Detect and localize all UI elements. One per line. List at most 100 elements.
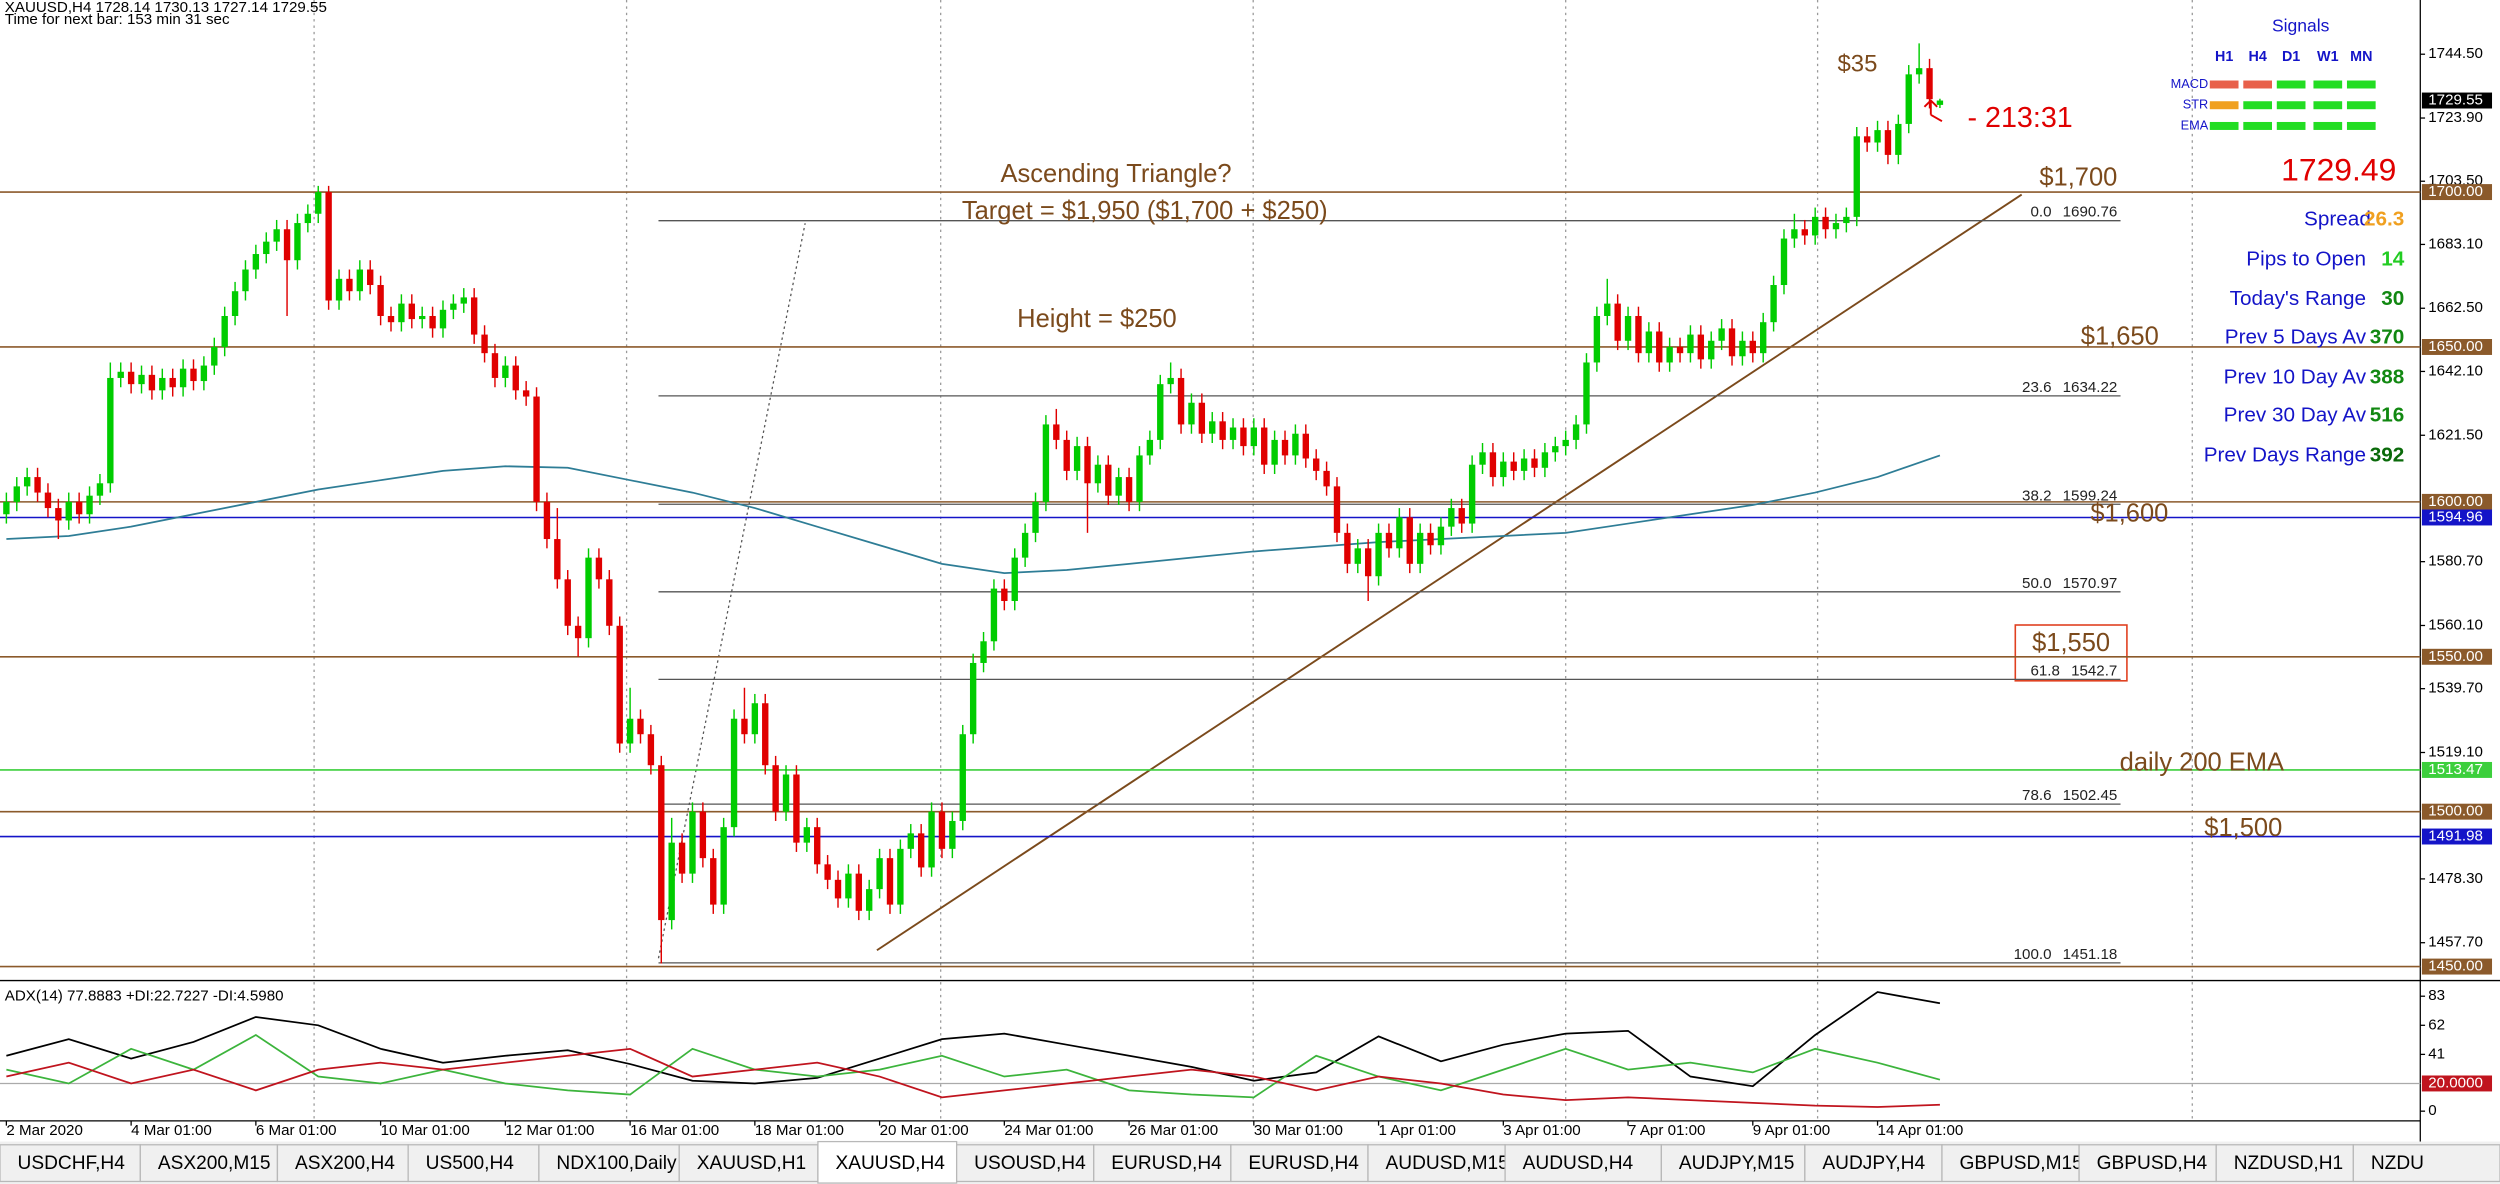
level-tag-label: 1550.00 — [2428, 648, 2483, 665]
candle-body — [107, 377, 114, 484]
tab[interactable] — [276, 1144, 409, 1183]
info-label: Prev Days Range — [2204, 443, 2366, 466]
x-tick-label: 3 Apr 01:00 — [1503, 1122, 1580, 1139]
candle-body — [1780, 238, 1788, 286]
fib-label: 78.6 1502.45 — [2022, 787, 2117, 804]
fib-price: 1690.76 — [2063, 204, 2118, 221]
candle-body — [1635, 315, 1642, 354]
candle-body — [1676, 346, 1684, 354]
x-tick-label: 18 Mar 01:00 — [755, 1122, 844, 1139]
ema-line — [6, 454, 1941, 575]
candle-body — [990, 588, 998, 642]
fib-price: 1634.22 — [2063, 379, 2118, 396]
candle-body — [938, 811, 946, 849]
candle-body — [1177, 377, 1185, 425]
candle-body — [1448, 508, 1455, 527]
tab-label[interactable]: AUDUSD,H4 — [1523, 1153, 1634, 1174]
candle-body — [117, 371, 124, 378]
annotation: $1,550 — [2032, 629, 2110, 657]
tab[interactable] — [2352, 1144, 2500, 1183]
tab[interactable] — [955, 1144, 1095, 1183]
candle-body — [585, 557, 592, 639]
level-tag — [2421, 509, 2493, 526]
period-separators — [313, 0, 2193, 1121]
tab-label[interactable]: ASX200,H4 — [295, 1153, 395, 1174]
tab-label[interactable]: NDX100,Daily — [556, 1153, 677, 1174]
tab[interactable] — [2078, 1144, 2217, 1183]
tab-label[interactable]: GBPUSD,H4 — [2097, 1153, 2208, 1174]
tab-label[interactable]: US500,H4 — [426, 1153, 515, 1174]
tab-label[interactable]: XAUUSD,H1 — [697, 1153, 806, 1174]
candle-body — [1739, 340, 1746, 357]
tab[interactable] — [139, 1144, 279, 1183]
candle-body — [200, 365, 208, 382]
bar-timer: Time for next bar: 153 min 31 sec — [5, 11, 230, 28]
tab-label[interactable]: USOUSD,H4 — [974, 1153, 1086, 1174]
candle-body — [470, 297, 478, 335]
candle-body — [398, 303, 405, 323]
candle-body — [834, 879, 842, 899]
tab-label[interactable]: EURUSD,H4 — [1248, 1153, 1359, 1174]
tab[interactable] — [538, 1144, 680, 1183]
candle-body — [3, 501, 10, 515]
candle-body — [273, 229, 280, 242]
tab[interactable] — [1504, 1144, 1662, 1183]
tab[interactable] — [817, 1140, 958, 1184]
candle-body — [1811, 216, 1819, 236]
tab-label[interactable]: ASX200,M15 — [158, 1153, 271, 1174]
candle-body — [1479, 452, 1486, 465]
tab[interactable] — [1093, 1144, 1232, 1183]
y-tick-label: 1539.70 — [2428, 680, 2483, 697]
candle-body — [1489, 452, 1497, 478]
level-tag — [2421, 803, 2493, 820]
tab-label[interactable]: XAUUSD,H4 — [835, 1153, 945, 1174]
signals-column: MN — [2350, 49, 2372, 65]
tab-label[interactable]: AUDUSD,M15 — [1386, 1153, 1509, 1174]
tab-label[interactable]: EURUSD,H4 — [1111, 1153, 1222, 1174]
signals-column: H1 — [2215, 49, 2233, 65]
level-tag-label: 1594.96 — [2428, 508, 2483, 525]
candle-body — [356, 269, 364, 292]
candle-body — [1708, 340, 1715, 360]
fib-price: 1542.7 — [2071, 662, 2117, 679]
tab-label[interactable]: GBPUSD,M15 — [1960, 1153, 2083, 1174]
candle-body — [595, 557, 603, 580]
tab[interactable] — [0, 1144, 141, 1183]
candle-body — [1562, 439, 1569, 447]
info-label: Today's Range — [2230, 287, 2366, 310]
candle-body — [1042, 424, 1050, 502]
tab[interactable] — [2215, 1144, 2354, 1183]
tab-label[interactable]: AUDJPY,H4 — [1822, 1153, 1925, 1174]
tab[interactable] — [1941, 1144, 2080, 1183]
candle-body — [730, 718, 738, 828]
candle-body — [1364, 548, 1372, 577]
candle-body — [1832, 223, 1840, 230]
y-tick-label: 62 — [2428, 1016, 2445, 1033]
candle-body — [65, 501, 72, 521]
info-value: 30 — [2381, 287, 2404, 310]
candle-body — [762, 703, 769, 766]
candle-body — [1261, 427, 1268, 465]
tab[interactable] — [1660, 1144, 1806, 1183]
level-tag-label: 1513.47 — [2428, 761, 2483, 778]
candle-body — [1157, 384, 1164, 440]
candle-body — [179, 368, 187, 388]
level-tag-label: 1600.00 — [2428, 493, 2483, 510]
candle-body — [138, 374, 145, 385]
candle-body — [543, 501, 551, 540]
candle-body — [148, 374, 156, 391]
signals-row-label: EMA — [2181, 117, 2209, 132]
candle-body — [522, 390, 530, 397]
annotation: $1,500 — [2204, 814, 2282, 842]
annotation: Target = $1,950 ($1,700 + $250) — [962, 197, 1328, 225]
candle-body — [689, 811, 696, 874]
candle-body — [1333, 486, 1341, 533]
fib-label: 100.0 1451.18 — [2014, 946, 2118, 963]
candle-body — [803, 827, 811, 843]
tab[interactable] — [1367, 1144, 1506, 1183]
tab-label[interactable]: NZDUSD,H1 — [2234, 1153, 2343, 1174]
candle-body — [855, 873, 862, 911]
tab-label[interactable]: AUDJPY,M15 — [1679, 1153, 1795, 1174]
tab-label[interactable]: NZDU — [2371, 1153, 2424, 1174]
tab-label[interactable]: USDCHF,H4 — [18, 1153, 126, 1174]
